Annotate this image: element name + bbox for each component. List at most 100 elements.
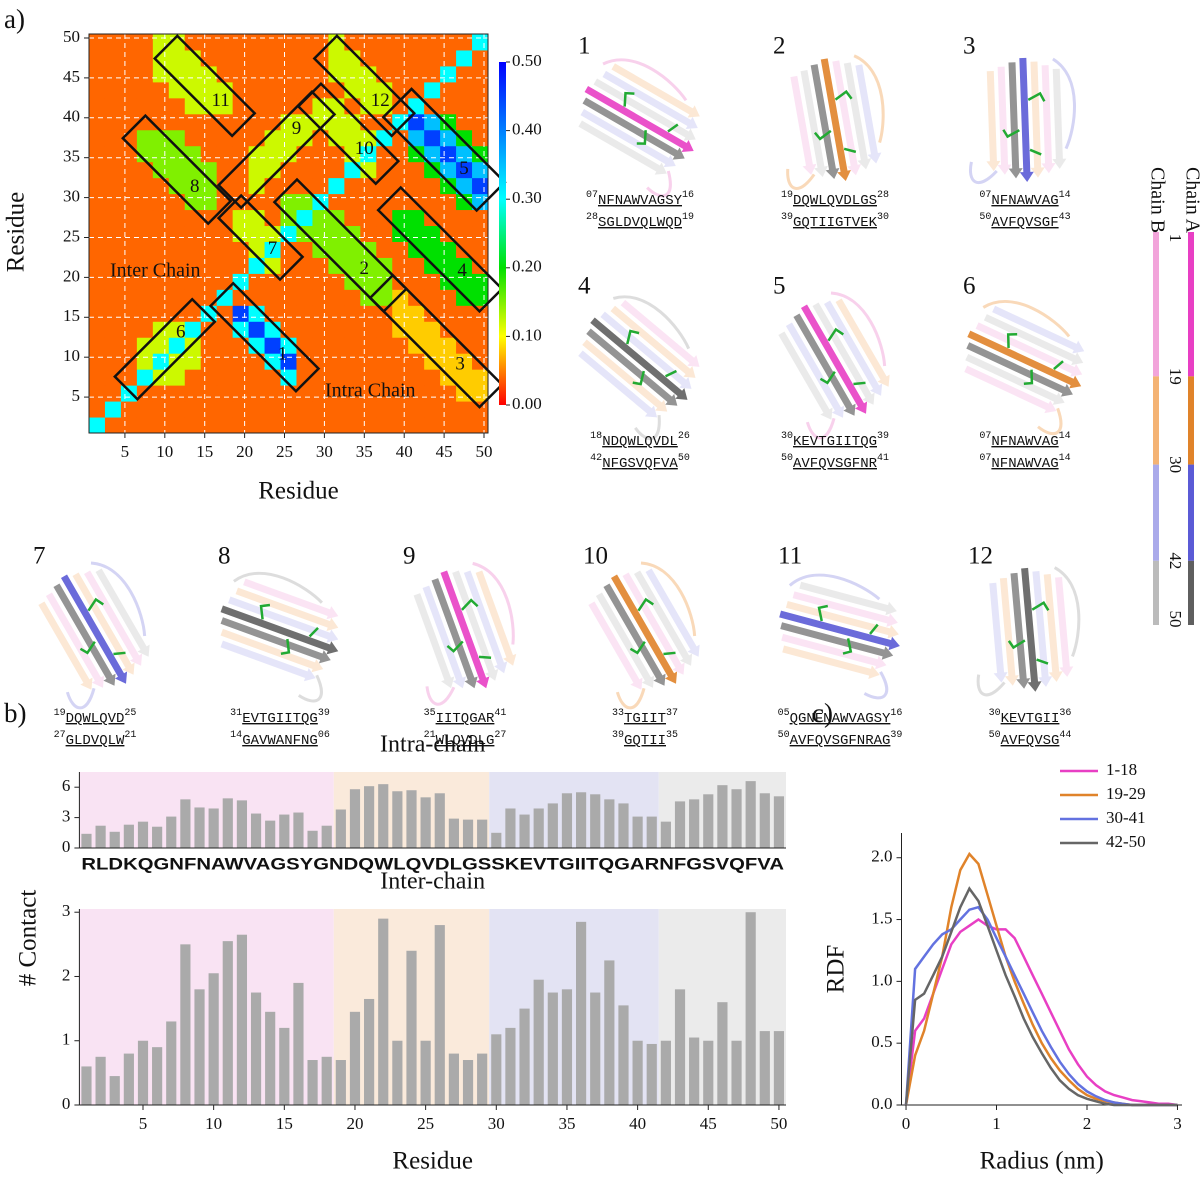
heat-cell [280,49,297,67]
heat-cell [392,401,409,418]
heat-cell [264,289,282,306]
heat-cell [248,97,266,115]
bar [618,803,629,848]
strand [584,85,694,153]
heat-cell [104,385,122,402]
heat-cell [472,369,489,386]
strand [95,568,150,657]
heat-cell [328,337,345,354]
heat-cell [424,129,441,147]
heat-cell [89,369,106,386]
strand [1019,57,1034,182]
heat-cell [152,65,170,83]
sequence-pair: 39GQTII35 [612,730,678,749]
y-axis-label: # Contact [15,890,42,987]
heat-cell [408,113,425,131]
heat-cell [296,161,313,179]
sequence-pair: 18NDQWLQVDL26 [590,431,690,450]
heat-cell [376,241,393,258]
heat-cell [168,225,186,242]
heat-cell [120,241,138,258]
heat-cell [456,257,473,274]
heat-cell [184,209,202,227]
heat-cell [456,369,473,386]
strand [785,322,845,418]
sequence-pair: 28SGLDVQLWQD19 [586,212,694,231]
sequence-pair: 30KEVTGII36 [989,708,1072,727]
sequence-pair: 21WLQVDLG27 [424,730,507,749]
bar [745,912,756,1105]
region-box [312,34,417,138]
heat-cell [408,177,425,195]
legend-label: 42-50 [1106,832,1146,851]
heat-cell [456,225,473,242]
heat-cell [168,257,186,274]
residues: AVFQVSG [1001,733,1060,749]
sequence-pair: 30KEVTGIITQG39 [781,431,889,450]
sequence: RLDKQGNFNAWVAGSYGNDQWLQVDLGSSKEVTGIITQGA… [81,854,784,873]
heat-cell [456,49,473,67]
heat-cell [104,65,122,83]
strand [620,299,700,367]
bar [406,790,417,848]
heat-cell [89,401,106,418]
residue-start: 21 [424,730,436,741]
residue-start: 30 [989,708,1001,719]
heat-cell [184,369,202,386]
heat-cell [120,385,138,402]
panel-label: b) [4,698,27,728]
heat-cell [232,305,250,322]
x-tick-label: 10 [156,442,173,461]
heat-cell [376,417,393,434]
strand [588,601,643,690]
residue-end: 41 [494,708,506,719]
x-tick-label: 0 [902,1114,911,1133]
heat-cell [136,289,154,306]
heat-cell [152,401,170,418]
heat-cell [408,161,425,179]
heat-cell [184,225,202,242]
structure-label: 12 [968,543,993,570]
bar [152,826,163,848]
bar [646,816,657,848]
residue-start: 14 [230,730,242,741]
structure-cartoon [976,566,1081,697]
bar [773,796,785,848]
heat-cell [89,193,106,211]
loop [976,566,1081,697]
y-tick-label: 30 [63,186,80,205]
heat-cell [168,385,186,402]
heat-cell [296,193,313,211]
heat-cell [280,81,297,99]
heat-cell [440,81,457,99]
bar [505,808,516,848]
region-label: 11 [212,90,230,111]
heat-cell [392,417,409,434]
region-label: 2 [360,258,370,279]
sequence-pair: 35IITQGAR41 [424,708,507,727]
x-tick-label: 45 [700,1114,717,1133]
heat-cell [472,113,489,131]
heat-cell [280,34,297,51]
structure-cartoon [968,57,1076,185]
heat-cell [120,337,138,354]
heat-cell [376,49,393,67]
structure-cartoon [413,561,517,706]
heat-cell [216,145,234,163]
residue-end: 25 [124,708,136,719]
residue-start: 07 [979,431,991,442]
heat-cell [200,385,218,402]
residue-start: 28 [586,212,598,223]
heat-cell [152,289,170,306]
heat-cell [424,97,441,115]
heat-cell [216,385,234,402]
sequence-pair: 07NFNAWVAG14 [979,190,1070,209]
heat-cell [344,193,361,211]
strand [812,302,875,405]
colorbar-tick-label: 0.10 [512,325,542,344]
heat-cell [248,401,266,418]
chain-label: Chain A [1181,167,1200,234]
heat-cell [104,193,122,211]
heat-cell [456,97,473,115]
heat-cell [456,321,473,338]
